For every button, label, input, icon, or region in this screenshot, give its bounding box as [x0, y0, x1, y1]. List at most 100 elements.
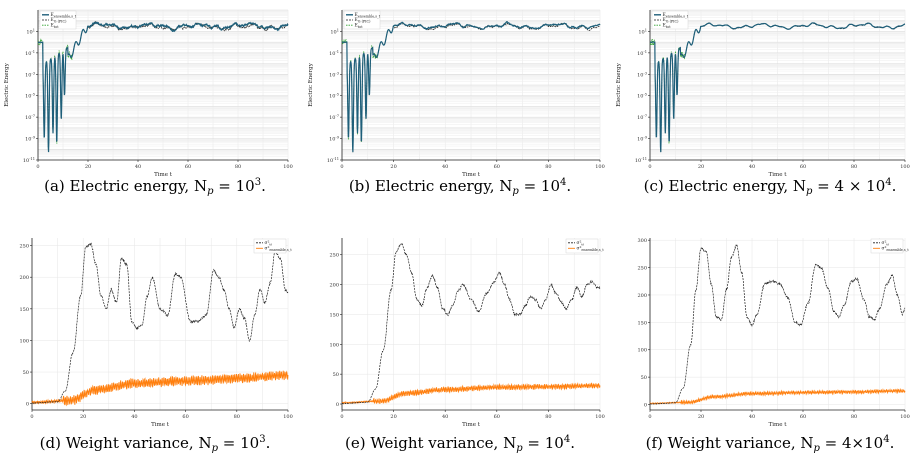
caption-c: (c) Electric energy, Np = 4 × 104. [644, 177, 897, 197]
caption-b: (b) Electric energy, Np = 104. [349, 177, 571, 197]
y-tick-label: 10-3 [637, 71, 648, 78]
y-tick-label: 200 [19, 275, 29, 281]
legend-label: Eensemble,s_t [355, 12, 381, 18]
chart-c: 0 20 40 60 80 100 101 10-1 10-3 10-5 10-7 10-9 10-11… [616, 9, 910, 178]
x-tick-label: 60 [800, 164, 806, 170]
caption-a: (a) Electric energy, Np = 103. [44, 177, 266, 197]
y-tick-label: 10-5 [25, 93, 36, 100]
x-tick-label: 80 [545, 164, 551, 170]
x-tick-label: 80 [851, 164, 857, 170]
y-tick-label: 0 [336, 402, 339, 408]
x-tick-label: 80 [545, 414, 551, 420]
y-tick-label: 101 [638, 28, 647, 35]
y-tick-label: 10-9 [25, 136, 36, 143]
x-tick-label: 100 [595, 164, 605, 170]
x-tick-label: 40 [442, 164, 448, 170]
legend: Eensemble,s_tEG (PIC)Etot [343, 10, 381, 30]
y-tick-label: 150 [19, 307, 29, 313]
series-variance-ensemble [649, 387, 906, 406]
series-variance-weights [341, 242, 601, 405]
chart-f: 0 20 40 60 80 100 0 50 100 150 200 250 300 Time t σ²ωσ… [637, 238, 910, 428]
legend: Eensemble,s_tEG (PIC)Etot [651, 10, 689, 30]
series-e-ensemble [341, 21, 601, 153]
y-tick-label: 10-7 [25, 114, 36, 121]
legend-label: σ²ensemble,s_t [577, 246, 605, 252]
x-tick-label: 0 [36, 164, 39, 170]
y-tick-label: 10-1 [329, 50, 339, 57]
legend-label: Etot [51, 22, 60, 28]
y-tick-label: 250 [19, 244, 29, 250]
x-tick-label: 60 [185, 164, 191, 170]
legend-label: EG (PIC) [51, 17, 68, 23]
x-axis-label: Time t [769, 172, 788, 178]
x-axis-label: Time t [151, 422, 170, 428]
x-tick-label: 0 [648, 414, 651, 420]
series-e-pic [341, 22, 601, 153]
x-tick-label: 20 [698, 164, 704, 170]
y-tick-label: 10-11 [327, 157, 339, 164]
x-tick-label: 60 [182, 414, 188, 420]
y-tick-label: 10-7 [329, 114, 340, 121]
x-tick-label: 60 [800, 414, 806, 420]
legend-label: σ²ω [265, 240, 273, 246]
legend-label: Eensemble,s_t [51, 12, 77, 18]
y-tick-label: 10-11 [23, 157, 35, 164]
y-tick-label: 10-9 [637, 136, 648, 143]
chart-grid [37, 9, 289, 161]
x-tick-label: 60 [494, 414, 500, 420]
y-axis-label: Electric Energy [616, 62, 622, 106]
y-tick-label: 101 [26, 28, 35, 35]
series-e-ensemble [649, 22, 906, 153]
y-tick-label: 0 [26, 402, 29, 408]
x-axis-label: Time t [462, 172, 481, 178]
x-tick-label: 40 [135, 164, 141, 170]
y-tick-label: 100 [637, 348, 647, 354]
y-tick-label: 300 [637, 238, 647, 244]
legend-label: σ²ω [882, 240, 890, 246]
y-tick-label: 200 [637, 293, 647, 299]
y-tick-label: 10-1 [637, 50, 647, 57]
y-axis-label: Electric Energy [308, 62, 314, 106]
caption-f: (f) Weight variance, Np = 4×104. [646, 434, 895, 454]
chart-e: 0 20 40 60 80 100 0 50 100 150 200 250 Time t σ²ωσ²en… [329, 238, 605, 428]
x-tick-label: 0 [340, 164, 343, 170]
y-tick-label: 10-3 [329, 71, 340, 78]
chart-d: 0 20 40 60 80 100 0 50 100 150 200 250 Time t σ²ωσ²en… [19, 238, 293, 428]
y-tick-label: 250 [637, 266, 647, 272]
legend-label: Etot [663, 22, 672, 28]
y-tick-label: 101 [330, 28, 339, 35]
legend: Eensemble,s_tEG (PIC)Etot [39, 10, 77, 30]
x-tick-label: 20 [390, 414, 396, 420]
y-tick-label: 200 [329, 283, 339, 289]
y-tick-label: 100 [329, 342, 339, 348]
chart-b: 0 20 40 60 80 100 101 10-1 10-3 10-5 10-7 10-9 10-11… [308, 9, 605, 178]
x-tick-label: 20 [80, 414, 86, 420]
series-e-ensemble [37, 21, 289, 153]
series-variance-ensemble [341, 382, 601, 405]
y-tick-label: 10-5 [329, 93, 340, 100]
x-tick-label: 0 [340, 414, 343, 420]
x-tick-label: 20 [698, 414, 704, 420]
y-tick-label: 10-11 [635, 157, 647, 164]
y-tick-label: 50 [23, 370, 29, 376]
legend-label: Eensemble,s_t [663, 12, 689, 18]
chart-grid [341, 238, 601, 410]
x-tick-label: 0 [648, 164, 651, 170]
chart-grid [649, 238, 906, 410]
caption-d: (d) Weight variance, Np = 103. [40, 434, 271, 454]
series-variance-weights [649, 243, 906, 405]
y-axis-label: Electric Energy [4, 62, 10, 106]
y-tick-label: 50 [641, 375, 647, 381]
x-tick-label: 80 [851, 414, 857, 420]
legend-label: Etot [355, 22, 364, 28]
x-axis-label: Time t [154, 172, 173, 178]
x-tick-label: 60 [494, 164, 500, 170]
y-tick-label: 10-7 [637, 114, 648, 121]
y-tick-label: 10-1 [25, 50, 35, 57]
x-tick-label: 100 [283, 414, 293, 420]
x-tick-label: 40 [131, 414, 137, 420]
x-tick-label: 20 [85, 164, 91, 170]
x-tick-label: 40 [749, 164, 755, 170]
